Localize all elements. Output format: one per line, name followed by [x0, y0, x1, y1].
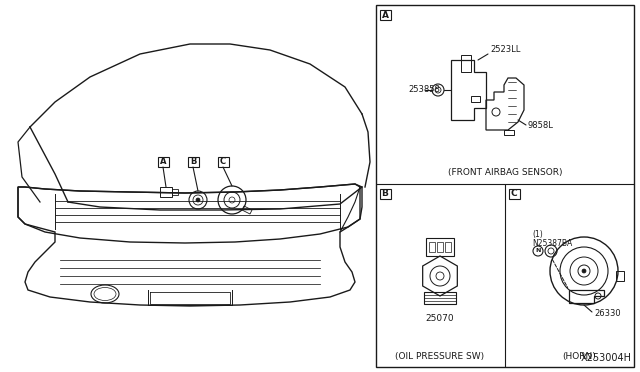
Text: 253858: 253858: [408, 86, 440, 94]
FancyBboxPatch shape: [380, 189, 390, 199]
Text: (1): (1): [532, 231, 543, 240]
FancyBboxPatch shape: [380, 10, 390, 20]
Text: A: A: [160, 157, 166, 167]
Text: C: C: [220, 157, 226, 167]
FancyBboxPatch shape: [218, 157, 228, 167]
FancyBboxPatch shape: [188, 157, 198, 167]
Text: (FRONT AIRBAG SENSOR): (FRONT AIRBAG SENSOR): [448, 169, 563, 177]
FancyBboxPatch shape: [157, 157, 168, 167]
Circle shape: [582, 269, 586, 273]
Text: C: C: [511, 189, 517, 199]
Text: 2523LL: 2523LL: [490, 45, 520, 55]
Text: B: B: [381, 189, 388, 199]
Text: 25070: 25070: [426, 314, 454, 323]
Text: B: B: [190, 157, 196, 167]
Text: (HORN): (HORN): [562, 353, 596, 362]
Text: X253004H: X253004H: [581, 353, 632, 363]
Text: 26330: 26330: [594, 310, 621, 318]
Text: 9858L: 9858L: [528, 121, 554, 129]
Text: (OIL PRESSURE SW): (OIL PRESSURE SW): [396, 353, 484, 362]
Text: N25387BA: N25387BA: [532, 238, 572, 247]
Text: A: A: [381, 10, 388, 19]
Circle shape: [196, 198, 200, 202]
Text: N: N: [535, 248, 541, 253]
FancyBboxPatch shape: [509, 189, 520, 199]
